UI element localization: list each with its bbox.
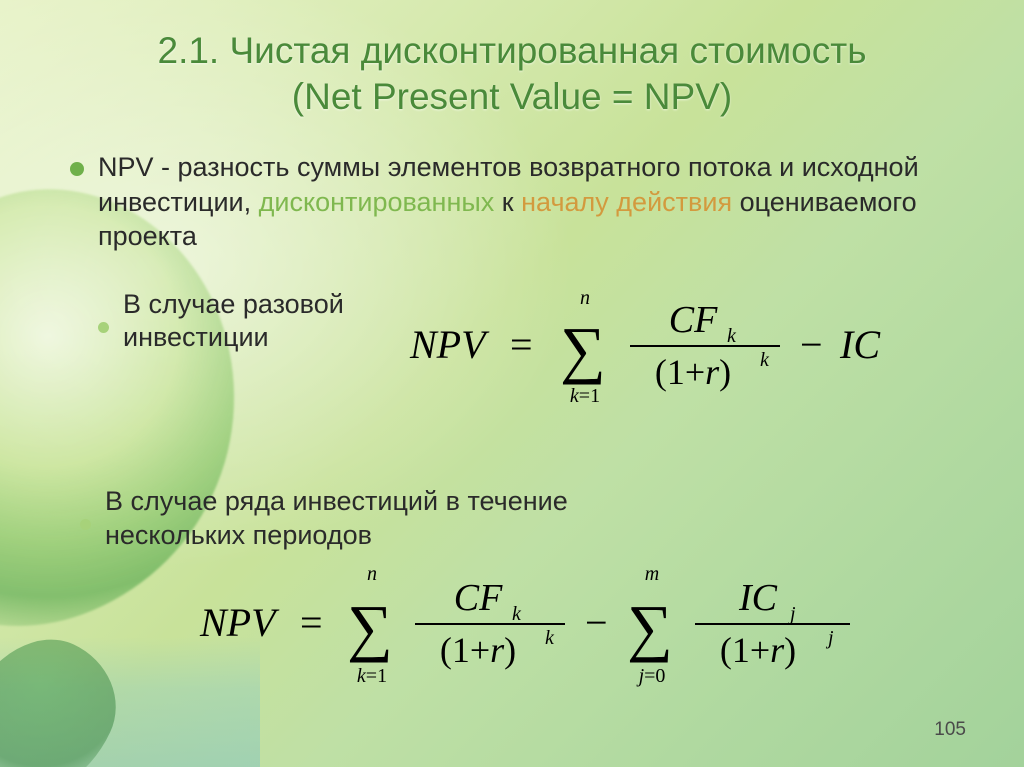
case1-label-l1: В случае разовой [123,289,344,319]
bullet-dot-icon [80,519,91,530]
bg-leaf-corner [0,615,137,767]
bullet-dot-icon [98,322,109,333]
f2-s2-from: j=0 [636,665,666,687]
f1-eq: = [510,322,533,367]
f2-num1-sub: k [512,603,522,625]
f2-num1: CF [454,577,503,619]
f1-den: (1+r) [655,352,731,392]
f2-s1-from: k=1 [357,665,387,687]
f1-sum-to: n [580,287,590,309]
f1-sum-from: k=1 [570,385,600,407]
case1-label-l2: инвестиции [123,322,269,352]
case1-label: В случае разовой инвестиции [123,288,344,356]
f2-den2: (1+r) [720,630,796,670]
definition-highlight-b: началу действия [521,187,732,217]
definition-mid: к [494,187,521,217]
f2-lhs: NPV [199,600,280,645]
f2-num2: IC [738,577,778,619]
f1-lhs: NPV [409,322,490,367]
case2-label: В случае ряда инвестиций в течение неско… [105,485,568,553]
slide-title: 2.1. Чистая дисконтированная стоимость (… [0,28,1024,121]
f2-sigma2: ∑ [627,592,673,663]
formula-npv-single: NPV = n ∑ k=1 CF k (1+r) k − IC [410,286,970,406]
f2-eq: = [300,600,323,645]
case2-label-l1: В случае ряда инвестиций в течение [105,486,568,516]
f2-s1-to: n [367,563,377,585]
f1-num-sub: k [727,325,737,347]
f1-tail: IC [839,322,881,367]
f2-s2-to: m [645,563,659,585]
case2-label-l2: нескольких периодов [105,520,372,550]
definition-highlight-a: дисконтированных [259,187,495,217]
title-line1: 2.1. Чистая дисконтированная стоимость [158,30,867,71]
case2-row: В случае ряда инвестиций в течение неско… [80,485,964,553]
f1-num: CF [669,299,718,341]
page-number: 105 [934,719,966,741]
slide: 2.1. Чистая дисконтированная стоимость (… [0,0,1024,767]
title-line2: (Net Present Value = NPV) [292,76,732,117]
f2-sigma1: ∑ [347,592,393,663]
f2-den2-sup: j [825,627,834,649]
f2-minus: − [585,600,608,645]
f1-sigma: ∑ [560,314,606,385]
f1-minus: − [800,322,823,367]
f1-den-sup: k [760,349,770,371]
f2-den1-sup: k [545,627,555,649]
definition-text: NPV - разность суммы элементов возвратно… [98,150,964,254]
formula-npv-multi: NPV = n ∑ k=1 CF k (1+r) k − [200,560,920,690]
definition-bullet: NPV - разность суммы элементов возвратно… [70,150,964,254]
bullet-dot-icon [70,162,84,176]
f2-num2-sub: j [787,603,796,625]
f2-den1: (1+r) [440,630,516,670]
